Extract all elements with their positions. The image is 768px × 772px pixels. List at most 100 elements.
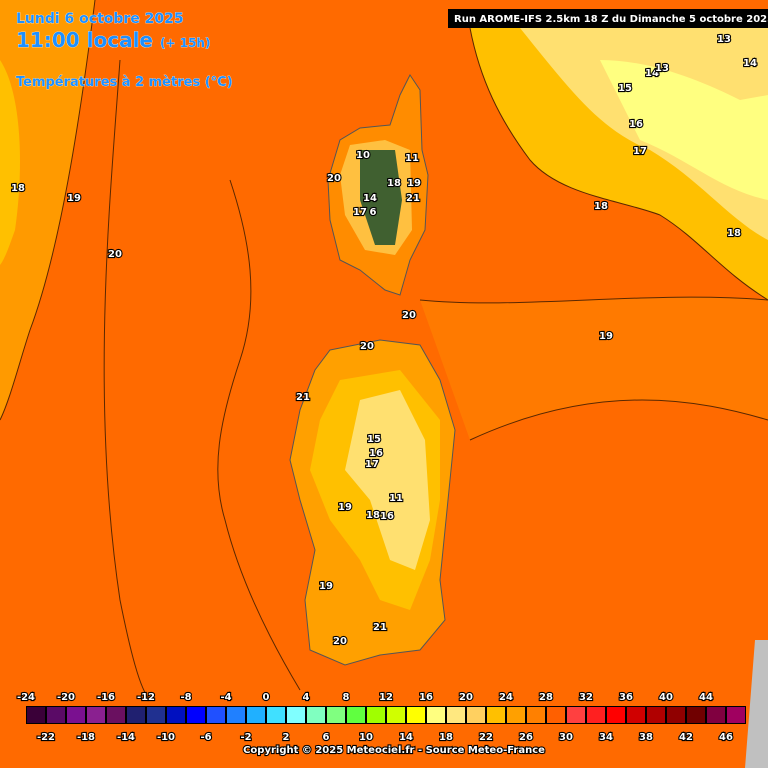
legend-label: 14 bbox=[399, 732, 413, 743]
legend-label: -14 bbox=[117, 732, 135, 743]
legend-label: 44 bbox=[699, 692, 713, 703]
legend-swatch bbox=[667, 707, 685, 723]
contour-label: 18 bbox=[11, 183, 25, 194]
contour-label: 19 bbox=[599, 331, 613, 342]
legend-label: 20 bbox=[459, 692, 473, 703]
legend-swatch bbox=[367, 707, 385, 723]
contour-label: 20 bbox=[360, 341, 374, 352]
contour-line bbox=[469, 399, 768, 441]
footer: Copyright © 2025 Meteociel.fr - Source M… bbox=[243, 745, 545, 756]
legend-swatch bbox=[567, 707, 585, 723]
legend-swatch bbox=[287, 707, 305, 723]
legend: -24-22-20-18-16-14-12-10-8-6-4-202468101… bbox=[16, 691, 745, 744]
legend-swatch bbox=[187, 707, 205, 723]
legend-swatch bbox=[207, 707, 225, 723]
contour-label: 13 bbox=[717, 34, 731, 45]
contour-line bbox=[103, 59, 151, 701]
cool-zone bbox=[0, 60, 20, 265]
legend-swatch bbox=[727, 707, 745, 723]
contour-label: 21 bbox=[296, 392, 310, 403]
legend-label: 22 bbox=[479, 732, 493, 743]
contour-label: 11 bbox=[405, 153, 419, 164]
contour-label: 21 bbox=[373, 622, 387, 633]
lead: (+ 15h) bbox=[160, 36, 210, 50]
legend-label: -20 bbox=[57, 692, 75, 703]
contour-label: 14 bbox=[743, 58, 757, 69]
legend-swatch bbox=[587, 707, 605, 723]
contour-line bbox=[0, 0, 96, 421]
legend-label: 28 bbox=[539, 692, 553, 703]
contour-label: 19 bbox=[67, 193, 81, 204]
contour-label: 14 bbox=[645, 68, 659, 79]
legend-label: 32 bbox=[579, 692, 593, 703]
time: 11:00 locale bbox=[16, 28, 153, 52]
contour-label: 10 bbox=[356, 150, 370, 161]
contour-label: 16 bbox=[380, 511, 394, 522]
contour-label: 18 bbox=[366, 510, 380, 521]
legend-swatch bbox=[487, 707, 505, 723]
legend-swatch bbox=[227, 707, 245, 723]
legend-swatch bbox=[47, 707, 65, 723]
warm-zone bbox=[420, 297, 768, 440]
legend-swatch bbox=[147, 707, 165, 723]
contour-label: 15 bbox=[618, 83, 632, 94]
legend-swatch bbox=[687, 707, 705, 723]
legend-swatch bbox=[627, 707, 645, 723]
contour-label: 19 bbox=[338, 502, 352, 513]
legend-label: -18 bbox=[77, 732, 95, 743]
contour-label: 18 bbox=[727, 228, 741, 239]
contour-label: 21 bbox=[406, 193, 420, 204]
legend-label: 30 bbox=[559, 732, 573, 743]
contour-label: 15 bbox=[367, 434, 381, 445]
warm-zone bbox=[0, 0, 95, 420]
legend-label: 40 bbox=[659, 692, 673, 703]
sardinia-relief bbox=[345, 390, 430, 570]
legend-swatch bbox=[327, 707, 345, 723]
legend-swatch bbox=[607, 707, 625, 723]
legend-label: 2 bbox=[283, 732, 290, 743]
legend-label: -8 bbox=[180, 692, 191, 703]
legend-label: 36 bbox=[619, 692, 633, 703]
legend-label: 8 bbox=[343, 692, 350, 703]
contour-label: 18 bbox=[594, 201, 608, 212]
contour-label: 20 bbox=[402, 310, 416, 321]
date: Lundi 6 octobre 2025 bbox=[16, 11, 184, 27]
legend-swatch bbox=[387, 707, 405, 723]
legend-swatch bbox=[527, 707, 545, 723]
legend-label: 16 bbox=[419, 692, 433, 703]
legend-swatch bbox=[347, 707, 365, 723]
legend-label: 10 bbox=[359, 732, 373, 743]
contour-label: 16 bbox=[369, 448, 383, 459]
legend-label: -24 bbox=[17, 692, 35, 703]
contour-line bbox=[419, 296, 768, 304]
contour-label: 11 bbox=[389, 493, 403, 504]
contour-label: 19 bbox=[407, 178, 421, 189]
legend-swatch bbox=[67, 707, 85, 723]
legend-label: -12 bbox=[137, 692, 155, 703]
legend-label: 34 bbox=[599, 732, 613, 743]
legend-label: -6 bbox=[200, 732, 211, 743]
legend-swatch bbox=[647, 707, 665, 723]
run-box bbox=[448, 9, 768, 28]
legend-label: 38 bbox=[639, 732, 653, 743]
legend-swatch bbox=[507, 707, 525, 723]
legend-swatch bbox=[167, 707, 185, 723]
corsica-relief bbox=[360, 150, 402, 245]
legend-label: -4 bbox=[220, 692, 231, 703]
legend-swatch bbox=[107, 707, 125, 723]
legend-label: 24 bbox=[499, 692, 513, 703]
legend-frame bbox=[26, 706, 746, 724]
contour-label: 20 bbox=[108, 249, 122, 260]
contour-label: 17 bbox=[365, 459, 379, 470]
contour-label: 17 bbox=[353, 207, 367, 218]
variable: Températures à 2 mètres (°C) bbox=[16, 75, 233, 90]
run: Run AROME-IFS 2.5km 18 Z du Dimanche 5 o… bbox=[454, 14, 768, 25]
legend-swatch bbox=[467, 707, 485, 723]
legend-swatch bbox=[87, 707, 105, 723]
contour-label: 20 bbox=[333, 636, 347, 647]
legend-label: 18 bbox=[439, 732, 453, 743]
legend-label: -2 bbox=[240, 732, 251, 743]
contour-label: 17 bbox=[633, 146, 647, 157]
contour-label: 18 bbox=[387, 178, 401, 189]
